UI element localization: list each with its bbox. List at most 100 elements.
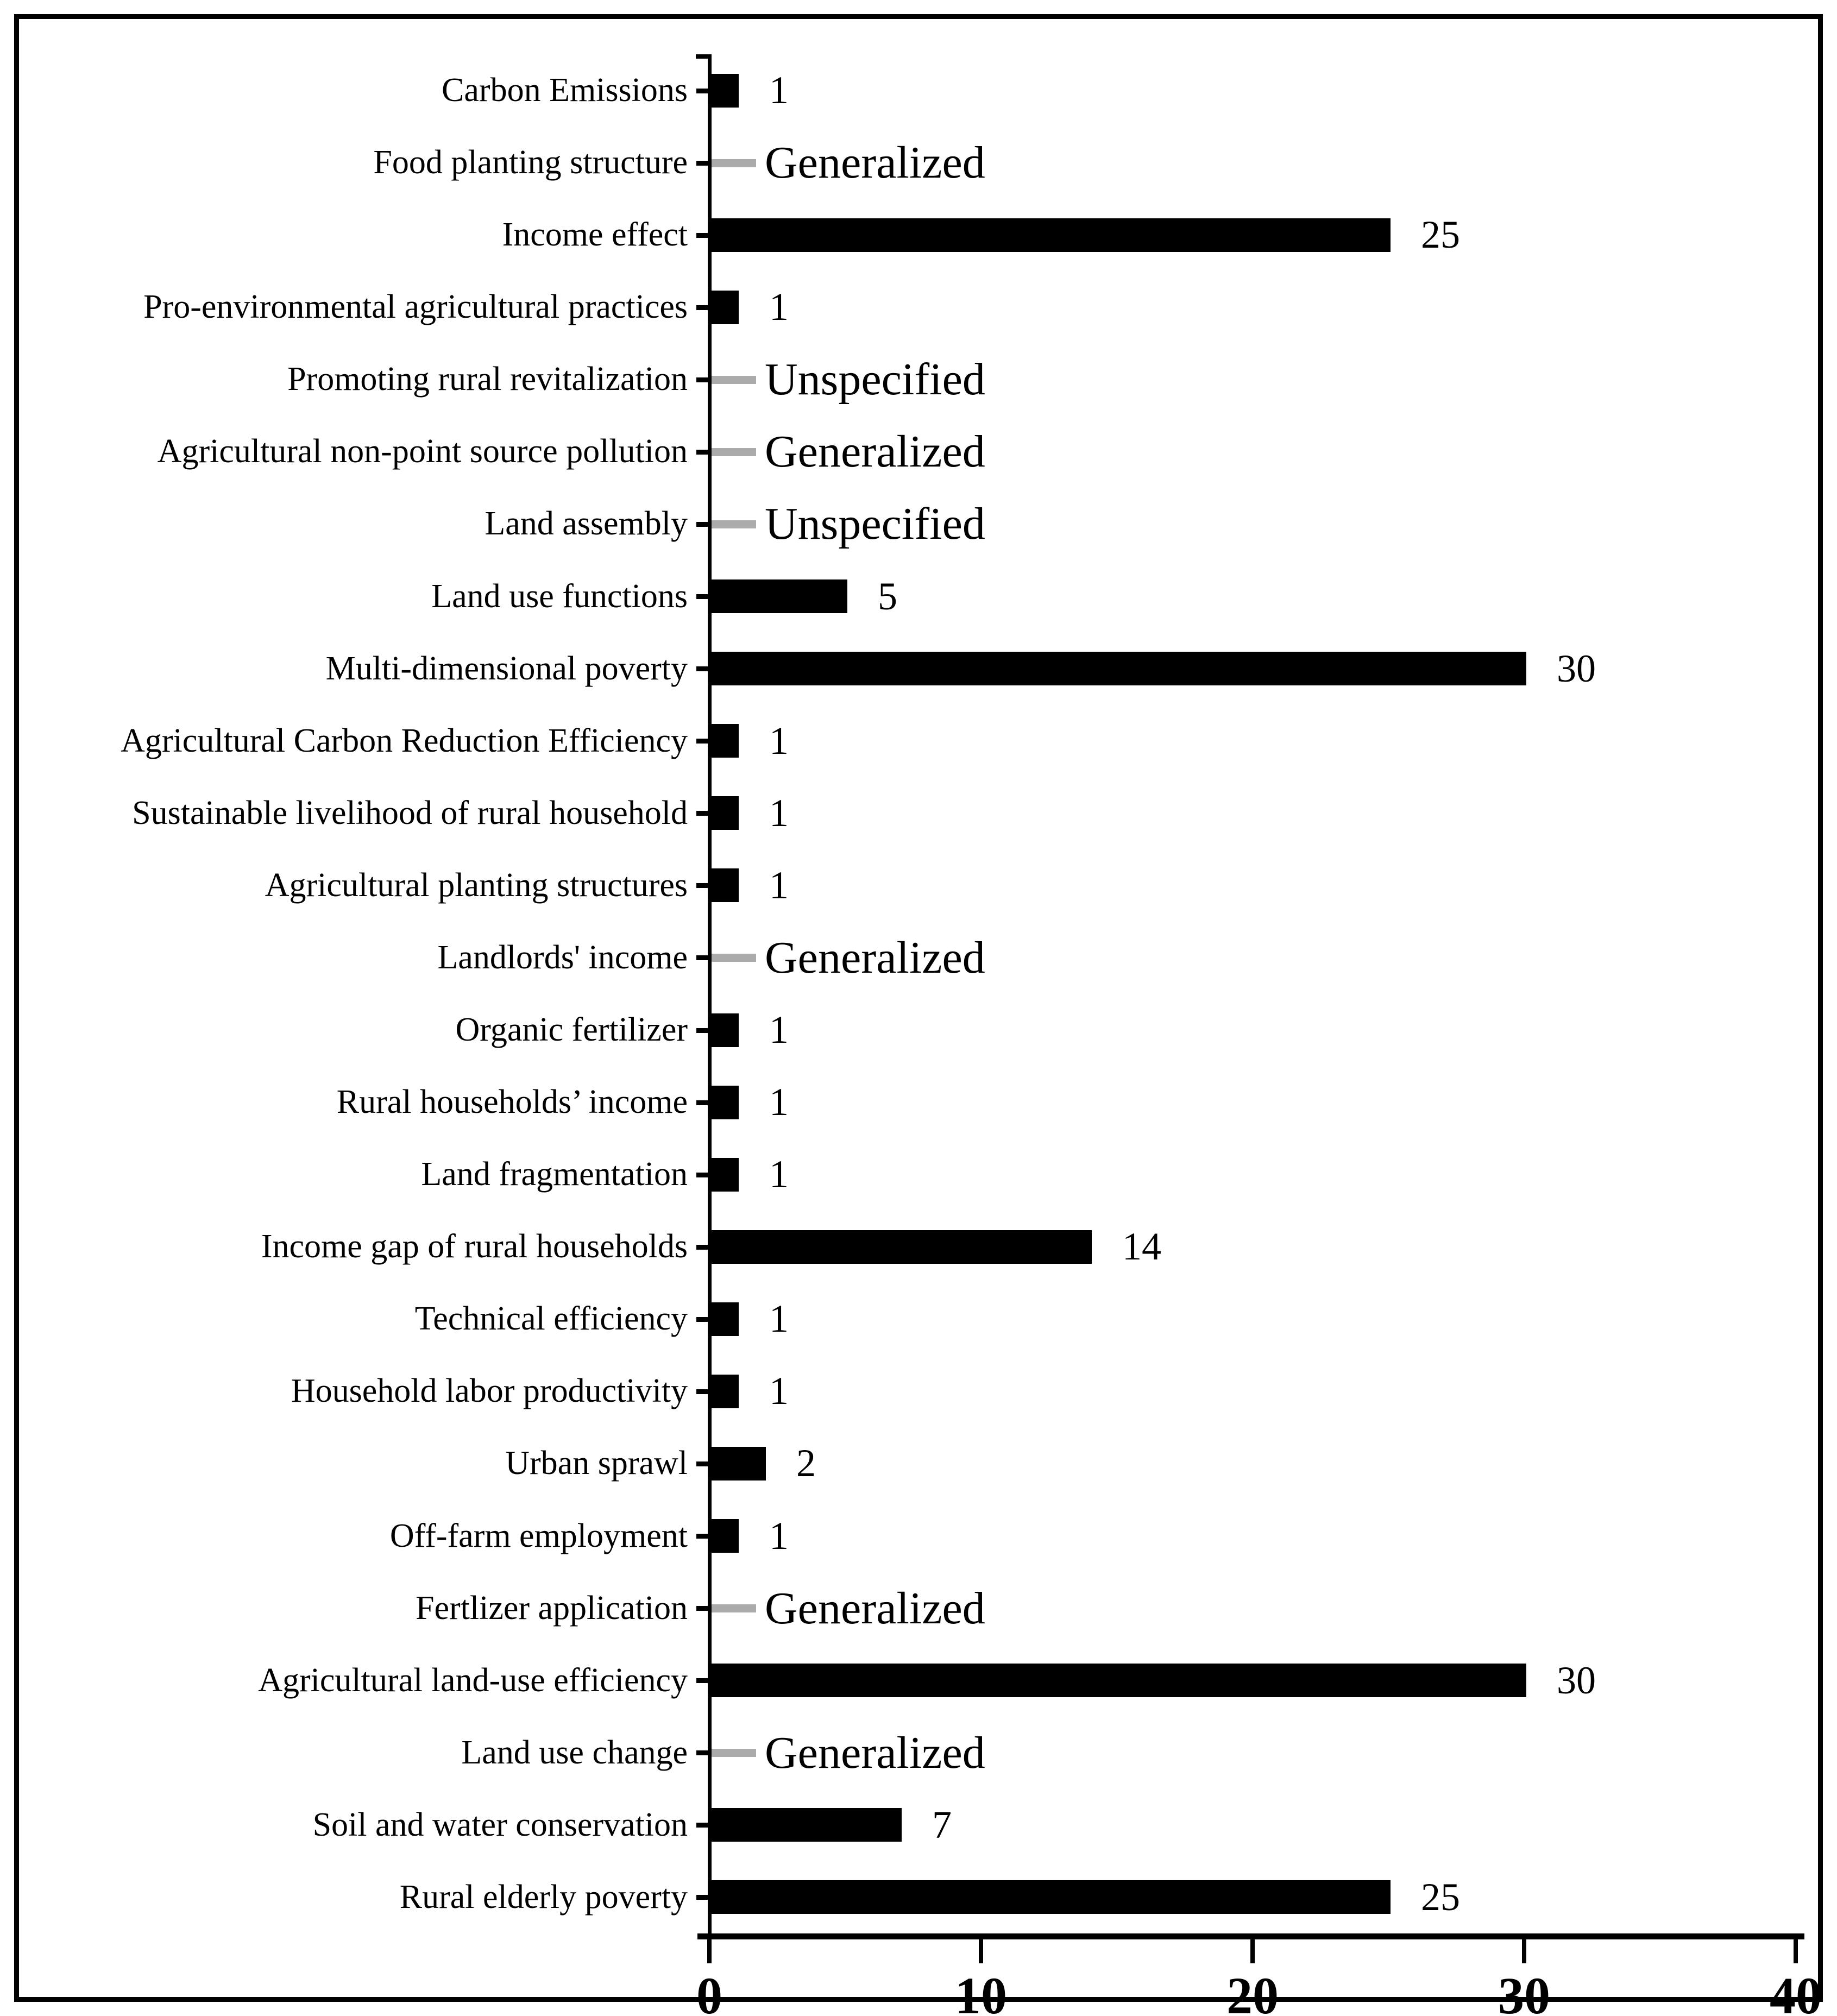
value-label: 25 xyxy=(1421,213,1460,257)
value-label: 1 xyxy=(769,719,789,763)
y-axis-tick xyxy=(696,305,709,310)
category-label: Landlords' income xyxy=(437,938,688,976)
bar xyxy=(712,796,739,830)
category-label: Land use functions xyxy=(431,577,688,615)
y-axis-tick xyxy=(696,1028,709,1033)
category-row: Agricultural Carbon Reduction Efficiency… xyxy=(0,705,1837,777)
x-axis-tick-label: 30 xyxy=(1498,1967,1550,2016)
value-label: 1 xyxy=(769,285,789,329)
category-row: Land use functions 5 xyxy=(0,560,1837,633)
y-axis-tick xyxy=(696,160,709,166)
bar xyxy=(712,652,1526,686)
y-axis-tick xyxy=(696,449,709,455)
category-row: Technical efficiency 1 xyxy=(0,1283,1837,1355)
bar xyxy=(712,868,739,903)
category-row: Landlords' income Generalized xyxy=(0,922,1837,994)
zero-value-dash xyxy=(712,520,756,528)
bar xyxy=(712,1230,1092,1264)
category-label: Organic fertilizer xyxy=(455,1011,688,1048)
bar xyxy=(712,1880,1391,1914)
value-label: 1 xyxy=(769,1297,789,1341)
zero-value-dash xyxy=(712,159,756,167)
y-axis-tick xyxy=(696,1895,709,1900)
category-row: Fertlizer application Generalized xyxy=(0,1572,1837,1645)
zero-value-dash xyxy=(712,448,756,456)
y-axis-tick xyxy=(696,377,709,382)
category-row: Promoting rural revitalization Unspecifi… xyxy=(0,343,1837,415)
category-label: Food planting structure xyxy=(373,144,688,181)
x-axis-line xyxy=(697,1933,1804,1939)
category-row: Multi-dimensional poverty 30 xyxy=(0,633,1837,705)
y-axis-tick xyxy=(696,1534,709,1539)
category-label: Income effect xyxy=(502,216,688,254)
category-row: Organic fertilizer 1 xyxy=(0,994,1837,1066)
category-label: Household labor productivity xyxy=(291,1372,688,1410)
y-axis-tick xyxy=(696,883,709,889)
category-row: Income effect 25 xyxy=(0,199,1837,271)
x-axis-tick xyxy=(979,1939,983,1963)
bar xyxy=(712,1446,766,1480)
bar xyxy=(712,218,1391,252)
value-label: Unspecified xyxy=(765,354,985,405)
x-axis-tick-label: 40 xyxy=(1770,1967,1822,2016)
x-axis-tick xyxy=(707,1939,712,1963)
category-label: Land use change xyxy=(461,1734,688,1771)
category-row: Land fragmentation 1 xyxy=(0,1138,1837,1211)
y-axis-tick xyxy=(696,1606,709,1611)
y-axis-tick xyxy=(696,1100,709,1105)
category-label: Promoting rural revitalization xyxy=(287,361,688,398)
category-row: Rural households’ income 1 xyxy=(0,1066,1837,1138)
category-label: Carbon Emissions xyxy=(442,72,688,109)
y-axis-tick xyxy=(696,1244,709,1250)
y-axis-tick xyxy=(696,1172,709,1177)
y-axis-tick xyxy=(696,739,709,744)
x-axis-tick-label: 0 xyxy=(696,1967,722,2016)
y-axis-tick xyxy=(696,811,709,816)
category-row: Carbon Emissions 1 xyxy=(0,54,1837,127)
bar xyxy=(712,724,739,758)
bar xyxy=(712,1808,902,1842)
category-label: Agricultural planting structures xyxy=(265,866,688,904)
category-row: Agricultural planting structures 1 xyxy=(0,849,1837,922)
x-axis-tick xyxy=(1522,1939,1526,1963)
value-label: 30 xyxy=(1557,646,1596,690)
bar xyxy=(712,1664,1526,1698)
x-axis-tick xyxy=(1794,1939,1798,1963)
bar xyxy=(712,1013,739,1047)
category-label: Fertlizer application xyxy=(416,1589,688,1627)
value-label: 7 xyxy=(932,1803,952,1847)
y-axis-top-tick xyxy=(696,54,709,59)
value-label: Unspecified xyxy=(765,499,985,550)
category-row: Agricultural non-point source pollution … xyxy=(0,415,1837,488)
category-row: Land assembly Unspecified xyxy=(0,488,1837,560)
y-axis-tick xyxy=(696,1461,709,1466)
bar xyxy=(712,1157,739,1192)
y-axis-tick xyxy=(696,1823,709,1828)
category-label: Land fragmentation xyxy=(421,1156,688,1193)
value-label: 2 xyxy=(796,1441,816,1485)
category-label: Multi-dimensional poverty xyxy=(325,650,688,687)
bar xyxy=(712,579,847,614)
value-label: 5 xyxy=(878,574,897,618)
category-row: Food planting structure Generalized xyxy=(0,127,1837,199)
x-axis-tick xyxy=(1250,1939,1255,1963)
y-axis-tick xyxy=(696,521,709,527)
value-label: 30 xyxy=(1557,1658,1596,1702)
y-axis-tick xyxy=(696,88,709,93)
y-axis-tick xyxy=(696,1316,709,1322)
value-label: 1 xyxy=(769,863,789,907)
category-label: Agricultural Carbon Reduction Efficiency xyxy=(121,722,688,759)
value-label: 1 xyxy=(769,1514,789,1558)
y-axis-tick xyxy=(696,666,709,672)
category-row: Off-farm employment 1 xyxy=(0,1500,1837,1572)
figure-border xyxy=(14,14,1823,2002)
bar xyxy=(712,290,739,324)
value-label: Generalized xyxy=(765,1727,985,1778)
bar xyxy=(712,1519,739,1553)
value-label: 25 xyxy=(1421,1875,1460,1919)
y-axis-tick xyxy=(696,594,709,600)
value-label: Generalized xyxy=(765,426,985,477)
y-axis-tick xyxy=(696,1678,709,1684)
y-axis-line xyxy=(708,54,712,1933)
